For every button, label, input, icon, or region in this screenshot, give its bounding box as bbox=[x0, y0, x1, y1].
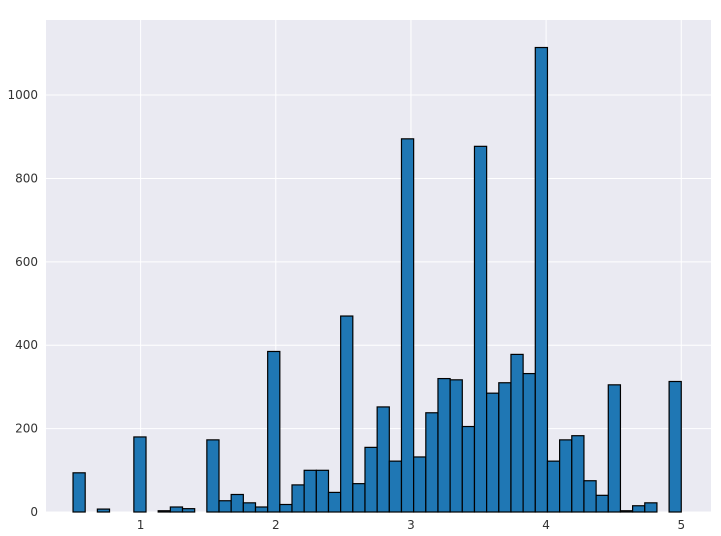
histogram-bar bbox=[218, 500, 232, 513]
y-tick-label: 1000 bbox=[7, 88, 38, 102]
histogram-bar bbox=[169, 506, 184, 513]
histogram-bar bbox=[181, 508, 196, 513]
y-tick-label: 800 bbox=[15, 171, 38, 185]
histogram-bar bbox=[315, 469, 330, 513]
y-tick-label: 0 bbox=[30, 505, 38, 519]
histogram-bar bbox=[291, 484, 305, 513]
histogram-bar bbox=[437, 377, 451, 513]
histogram-bar bbox=[413, 456, 427, 513]
histogram-bar bbox=[327, 491, 342, 513]
histogram-bar bbox=[254, 506, 269, 513]
histogram-bar bbox=[546, 460, 561, 513]
histogram-bar bbox=[72, 472, 86, 513]
histogram-bar bbox=[473, 145, 488, 513]
x-tick-label: 2 bbox=[272, 518, 280, 532]
x-tick-label: 3 bbox=[407, 518, 415, 532]
histogram-bar bbox=[449, 379, 463, 513]
histogram-bar bbox=[425, 412, 439, 513]
histogram-bar bbox=[206, 439, 220, 513]
y-tick-label: 600 bbox=[15, 255, 38, 269]
histogram-bar bbox=[157, 510, 171, 513]
histogram-bar bbox=[133, 436, 147, 513]
histogram-bar bbox=[595, 494, 609, 513]
histogram-bar bbox=[376, 406, 390, 513]
histogram-bar bbox=[534, 46, 549, 513]
y-tick-label: 200 bbox=[15, 422, 38, 436]
histogram-bar bbox=[583, 480, 597, 513]
histogram-bar bbox=[461, 425, 476, 513]
histogram-bar bbox=[571, 435, 585, 513]
histogram-bar bbox=[267, 350, 281, 513]
histogram-bar bbox=[364, 446, 378, 513]
histogram-bar bbox=[340, 315, 354, 513]
histogram-bar bbox=[230, 493, 244, 513]
histogram-bar bbox=[486, 392, 500, 513]
x-tick-label: 4 bbox=[542, 518, 550, 532]
histogram-bar bbox=[400, 138, 415, 513]
histogram-bar bbox=[352, 483, 366, 513]
histogram-bar bbox=[644, 502, 658, 513]
histogram-bar bbox=[96, 508, 111, 513]
histogram-bar bbox=[619, 510, 634, 513]
histogram-bar bbox=[522, 372, 536, 513]
y-tick-label: 400 bbox=[15, 338, 38, 352]
histogram-bar bbox=[498, 382, 512, 513]
x-tick-label: 1 bbox=[137, 518, 145, 532]
histogram-bar bbox=[510, 353, 524, 513]
histogram-bar bbox=[632, 505, 646, 513]
x-tick-label: 5 bbox=[677, 518, 685, 532]
histogram-bar bbox=[559, 439, 573, 513]
histogram-bar bbox=[607, 384, 622, 513]
histogram-bar bbox=[388, 460, 403, 513]
histogram-bar bbox=[668, 380, 682, 513]
histogram-bar bbox=[279, 503, 293, 513]
histogram-bar bbox=[303, 469, 317, 513]
histogram-bar bbox=[242, 502, 257, 513]
